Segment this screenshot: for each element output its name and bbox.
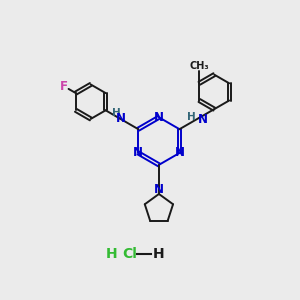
Text: N: N [175,146,184,160]
Text: Cl: Cl [122,247,136,261]
Text: CH₃: CH₃ [190,61,209,71]
Text: H: H [106,247,117,261]
Text: N: N [197,113,207,126]
Text: N: N [116,112,126,125]
Text: N: N [154,111,164,124]
Text: H: H [153,247,165,261]
Text: H: H [112,108,121,118]
Text: F: F [60,80,68,93]
Text: H: H [187,112,196,122]
Text: N: N [154,183,164,196]
Text: N: N [133,146,143,160]
